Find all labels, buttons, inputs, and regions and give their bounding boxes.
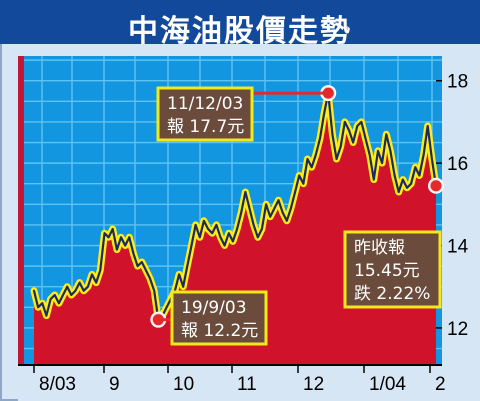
x-tick-label: 10	[173, 374, 194, 395]
y-axis-band	[442, 44, 480, 365]
close-label-box	[343, 230, 442, 309]
close-label-text: 昨收報	[354, 238, 405, 258]
title-bar: 中海油股價走勢	[0, 0, 480, 49]
x-tick-label: 2	[435, 374, 446, 395]
x-tick-label: 1/04	[369, 374, 406, 395]
peak-label-box	[156, 86, 254, 142]
y-tick-label: 12	[447, 319, 468, 340]
x-tick-label: 8/03	[39, 374, 76, 395]
y-tick-label: 18	[447, 72, 468, 93]
low-label-text: 19/9/03	[181, 298, 247, 318]
left-edge-stripe	[18, 56, 24, 365]
x-tick-label: 9	[109, 374, 120, 395]
close-label-text: 跌 2.22%	[354, 284, 430, 304]
peak-label-text: 11/12/03	[167, 94, 243, 114]
x-tick-label: 12	[303, 374, 324, 395]
y-tick-label: 14	[447, 237, 469, 258]
chart-title: 中海油股價走勢	[128, 14, 352, 49]
low-label-text: 報 12.2元	[181, 321, 258, 341]
peak-label-text: 報 17.7元	[167, 117, 244, 137]
x-axis-band	[18, 365, 480, 401]
x-tick-label: 11	[237, 374, 257, 395]
close-label-text: 15.45元	[354, 261, 420, 281]
close-marker	[429, 179, 443, 193]
y-tick-label: 16	[447, 154, 468, 175]
low-label-box	[170, 290, 268, 346]
price-line	[32, 92, 438, 321]
